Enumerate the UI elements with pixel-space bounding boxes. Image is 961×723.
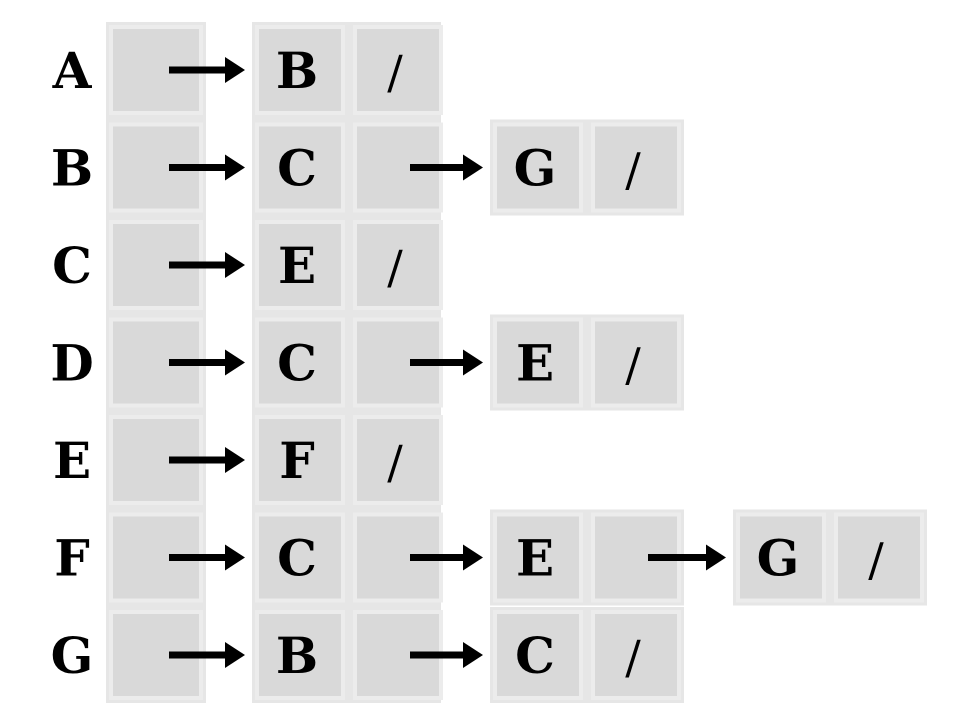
pointer-arrow bbox=[169, 154, 245, 181]
row-f: F C E G / bbox=[54, 509, 927, 606]
pointer-arrow bbox=[169, 447, 245, 473]
node-data-cell bbox=[255, 512, 345, 603]
row-b: B C G / bbox=[51, 119, 684, 216]
arrow-head bbox=[706, 544, 726, 571]
arrow-head bbox=[225, 544, 245, 571]
arrow-head bbox=[463, 642, 483, 668]
list-node: C bbox=[255, 512, 443, 603]
vertex-label: F bbox=[54, 529, 90, 588]
node-label: C bbox=[277, 529, 317, 588]
list-node: G / bbox=[490, 119, 684, 216]
node-label: E bbox=[516, 529, 554, 588]
node-label: B bbox=[276, 41, 318, 100]
node-data-cell bbox=[255, 25, 345, 115]
list-node: F / bbox=[255, 415, 443, 505]
node-data-cell bbox=[493, 512, 583, 603]
row-e: E F / bbox=[53, 415, 443, 505]
node-pointer-cell bbox=[591, 317, 681, 408]
arrow-head bbox=[225, 642, 245, 668]
list-node: G / bbox=[733, 509, 927, 606]
arrow-head bbox=[225, 349, 245, 376]
node-data-cell bbox=[255, 610, 345, 700]
pointer-arrow bbox=[169, 57, 245, 83]
null-marker: / bbox=[387, 435, 403, 489]
node-data-cell bbox=[255, 220, 345, 310]
node-data-cell bbox=[493, 610, 583, 700]
row-a: A B / bbox=[52, 25, 443, 115]
node-label: G bbox=[514, 139, 557, 198]
pointer-arrow bbox=[410, 544, 483, 571]
arrow-head bbox=[225, 447, 245, 473]
pointer-arrow bbox=[410, 642, 483, 668]
null-marker: / bbox=[625, 338, 641, 392]
arrow-head bbox=[463, 544, 483, 571]
node-label: E bbox=[516, 334, 554, 393]
arrow-head bbox=[463, 154, 483, 181]
null-marker: / bbox=[868, 533, 884, 587]
node-label: E bbox=[278, 236, 316, 295]
list-node: E / bbox=[255, 220, 443, 310]
vertex-label: D bbox=[50, 334, 93, 393]
node-data-cell bbox=[255, 415, 345, 505]
node-label: C bbox=[277, 139, 317, 198]
vertex-label: A bbox=[52, 41, 93, 100]
arrow-head bbox=[225, 57, 245, 83]
node-pointer-cell bbox=[591, 122, 681, 213]
list-node: B / bbox=[255, 25, 443, 115]
list-node: C bbox=[255, 317, 443, 408]
null-marker: / bbox=[625, 630, 641, 684]
list-node: E / bbox=[490, 314, 684, 411]
arrow-head bbox=[225, 154, 245, 181]
node-pointer-cell bbox=[353, 25, 443, 115]
node-pointer-cell bbox=[353, 415, 443, 505]
vertex-label: E bbox=[53, 431, 91, 490]
pointer-arrow bbox=[648, 544, 726, 571]
pointer-arrow bbox=[169, 252, 245, 278]
row-d: D C E / bbox=[50, 314, 684, 411]
arrow-head bbox=[225, 252, 245, 278]
node-data-cell bbox=[493, 317, 583, 408]
node-data-cell bbox=[736, 512, 826, 603]
node-label: C bbox=[277, 334, 317, 393]
node-label: G bbox=[757, 529, 800, 588]
arrow-head bbox=[463, 349, 483, 376]
node-label: C bbox=[515, 626, 555, 685]
pointer-arrow bbox=[169, 642, 245, 668]
vertex-label: G bbox=[51, 626, 94, 685]
node-pointer-cell bbox=[834, 512, 924, 603]
row-g: G B C / bbox=[51, 607, 684, 703]
pointer-arrow bbox=[169, 544, 245, 571]
node-label: F bbox=[279, 431, 315, 490]
list-node: C / bbox=[490, 607, 684, 703]
pointer-arrow bbox=[169, 349, 245, 376]
node-data-cell bbox=[255, 317, 345, 408]
pointer-arrow bbox=[410, 154, 483, 181]
null-marker: / bbox=[387, 240, 403, 294]
null-marker: / bbox=[387, 45, 403, 99]
row-c: C E / bbox=[52, 220, 443, 310]
node-data-cell bbox=[255, 122, 345, 213]
node-label: B bbox=[276, 626, 318, 685]
pointer-arrow bbox=[410, 349, 483, 376]
node-pointer-cell bbox=[353, 220, 443, 310]
vertex-label: B bbox=[51, 139, 93, 198]
vertex-label: C bbox=[52, 236, 92, 295]
node-data-cell bbox=[493, 122, 583, 213]
node-pointer-cell bbox=[591, 610, 681, 700]
null-marker: / bbox=[625, 143, 641, 197]
